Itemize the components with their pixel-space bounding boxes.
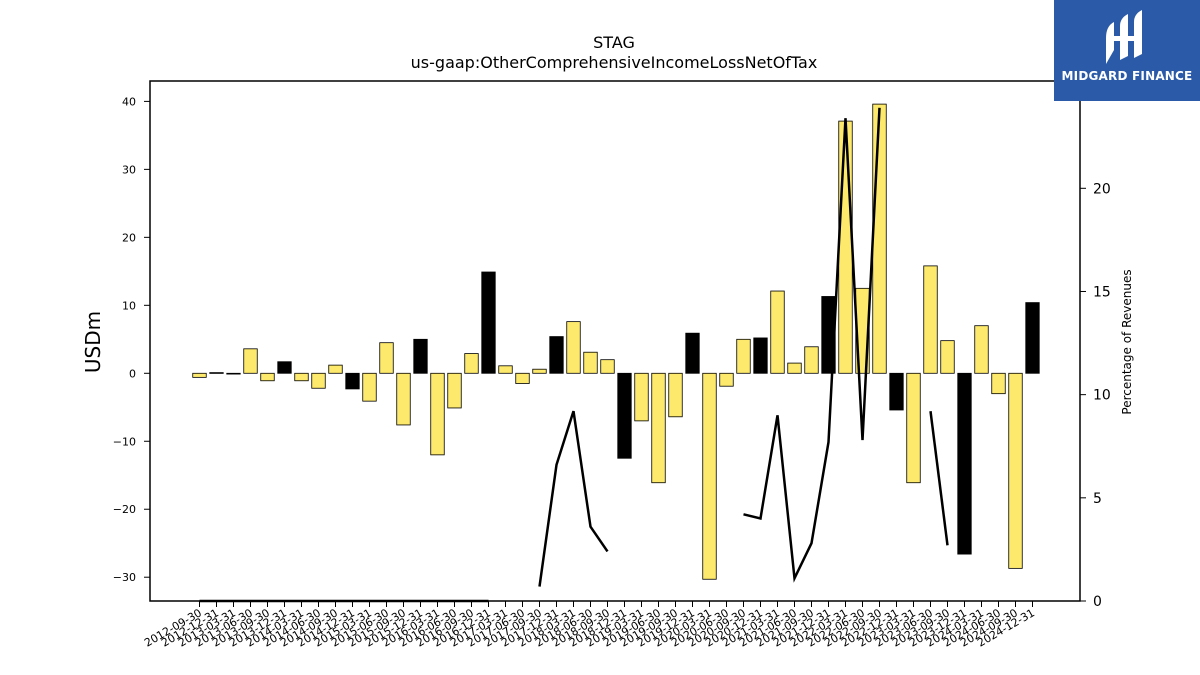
plot-frame — [149, 80, 1081, 602]
bar — [736, 338, 751, 374]
y2-tick-label: 5 — [1093, 491, 1102, 507]
y-tick-label: −30 — [113, 571, 136, 584]
bar — [532, 368, 547, 374]
bar — [702, 372, 717, 580]
bar — [447, 372, 462, 409]
bar — [634, 372, 649, 422]
bar — [498, 365, 513, 374]
bar — [515, 372, 530, 384]
bar — [804, 346, 819, 374]
bar — [464, 353, 479, 374]
y-tick-label: 30 — [122, 163, 136, 176]
y-tick-label: 40 — [122, 95, 136, 108]
y-axis-label: USDm — [81, 311, 105, 373]
bar — [991, 372, 1006, 395]
bar — [838, 120, 853, 374]
bar — [787, 362, 802, 374]
bar — [685, 332, 700, 374]
bar — [328, 364, 343, 374]
bar — [243, 348, 258, 374]
bar — [940, 340, 955, 374]
bar — [209, 372, 224, 374]
bar — [753, 337, 768, 374]
bar — [872, 103, 887, 374]
bar — [651, 372, 666, 484]
bar-series — [192, 103, 1040, 580]
bar — [889, 372, 904, 411]
bar — [974, 325, 989, 374]
bar — [362, 372, 377, 402]
y-axis-ticks: −30 −20 −10 0 10 20 30 40 — [113, 95, 150, 584]
bar — [481, 271, 496, 374]
bar — [311, 372, 326, 389]
midgard-logo-icon — [1106, 10, 1142, 64]
logo-text: MIDGARD FINANCE — [1061, 69, 1193, 83]
y2-tick-label: 10 — [1093, 388, 1111, 404]
bar — [277, 361, 292, 374]
bar — [906, 372, 921, 484]
bar — [668, 372, 683, 418]
bar — [413, 338, 428, 374]
bar — [617, 372, 632, 459]
bar — [226, 372, 241, 375]
line-segment — [743, 107, 881, 583]
bar — [549, 336, 564, 374]
bar — [294, 372, 309, 382]
bar — [719, 372, 734, 387]
bar — [396, 372, 411, 426]
line-segment — [538, 410, 609, 587]
bar — [260, 372, 275, 382]
y2-axis-label: Percentage of Revenues — [1120, 269, 1134, 414]
y-tick-label: −20 — [113, 503, 136, 516]
bar — [957, 372, 972, 555]
y-tick-label: 0 — [129, 367, 136, 380]
bar — [770, 290, 785, 374]
bar — [345, 372, 360, 390]
y2-axis-ticks: 0510152025 — [1080, 78, 1111, 610]
y2-tick-label: 20 — [1093, 181, 1111, 197]
bar — [1025, 302, 1040, 374]
bar — [600, 359, 615, 374]
y2-tick-label: 0 — [1093, 594, 1102, 610]
x-axis-ticks: 2012-09-302012-12-312013-03-312013-06-30… — [142, 601, 1037, 650]
bar — [1008, 372, 1023, 569]
y2-tick-label: 15 — [1093, 284, 1111, 300]
line-segment — [929, 411, 949, 546]
chart-subtitle: us-gaap:OtherComprehensiveIncomeLossNetO… — [411, 53, 818, 72]
bar — [566, 321, 581, 374]
chart-title: STAG — [593, 33, 635, 52]
y-tick-label: 20 — [122, 231, 136, 244]
bar — [583, 351, 598, 374]
y-tick-label: −10 — [113, 435, 136, 448]
y-tick-label: 10 — [122, 299, 136, 312]
bar — [192, 372, 207, 378]
bar — [430, 372, 445, 456]
midgard-logo: MIDGARD FINANCE — [1054, 0, 1200, 101]
bar — [923, 265, 938, 374]
bar — [379, 342, 394, 374]
